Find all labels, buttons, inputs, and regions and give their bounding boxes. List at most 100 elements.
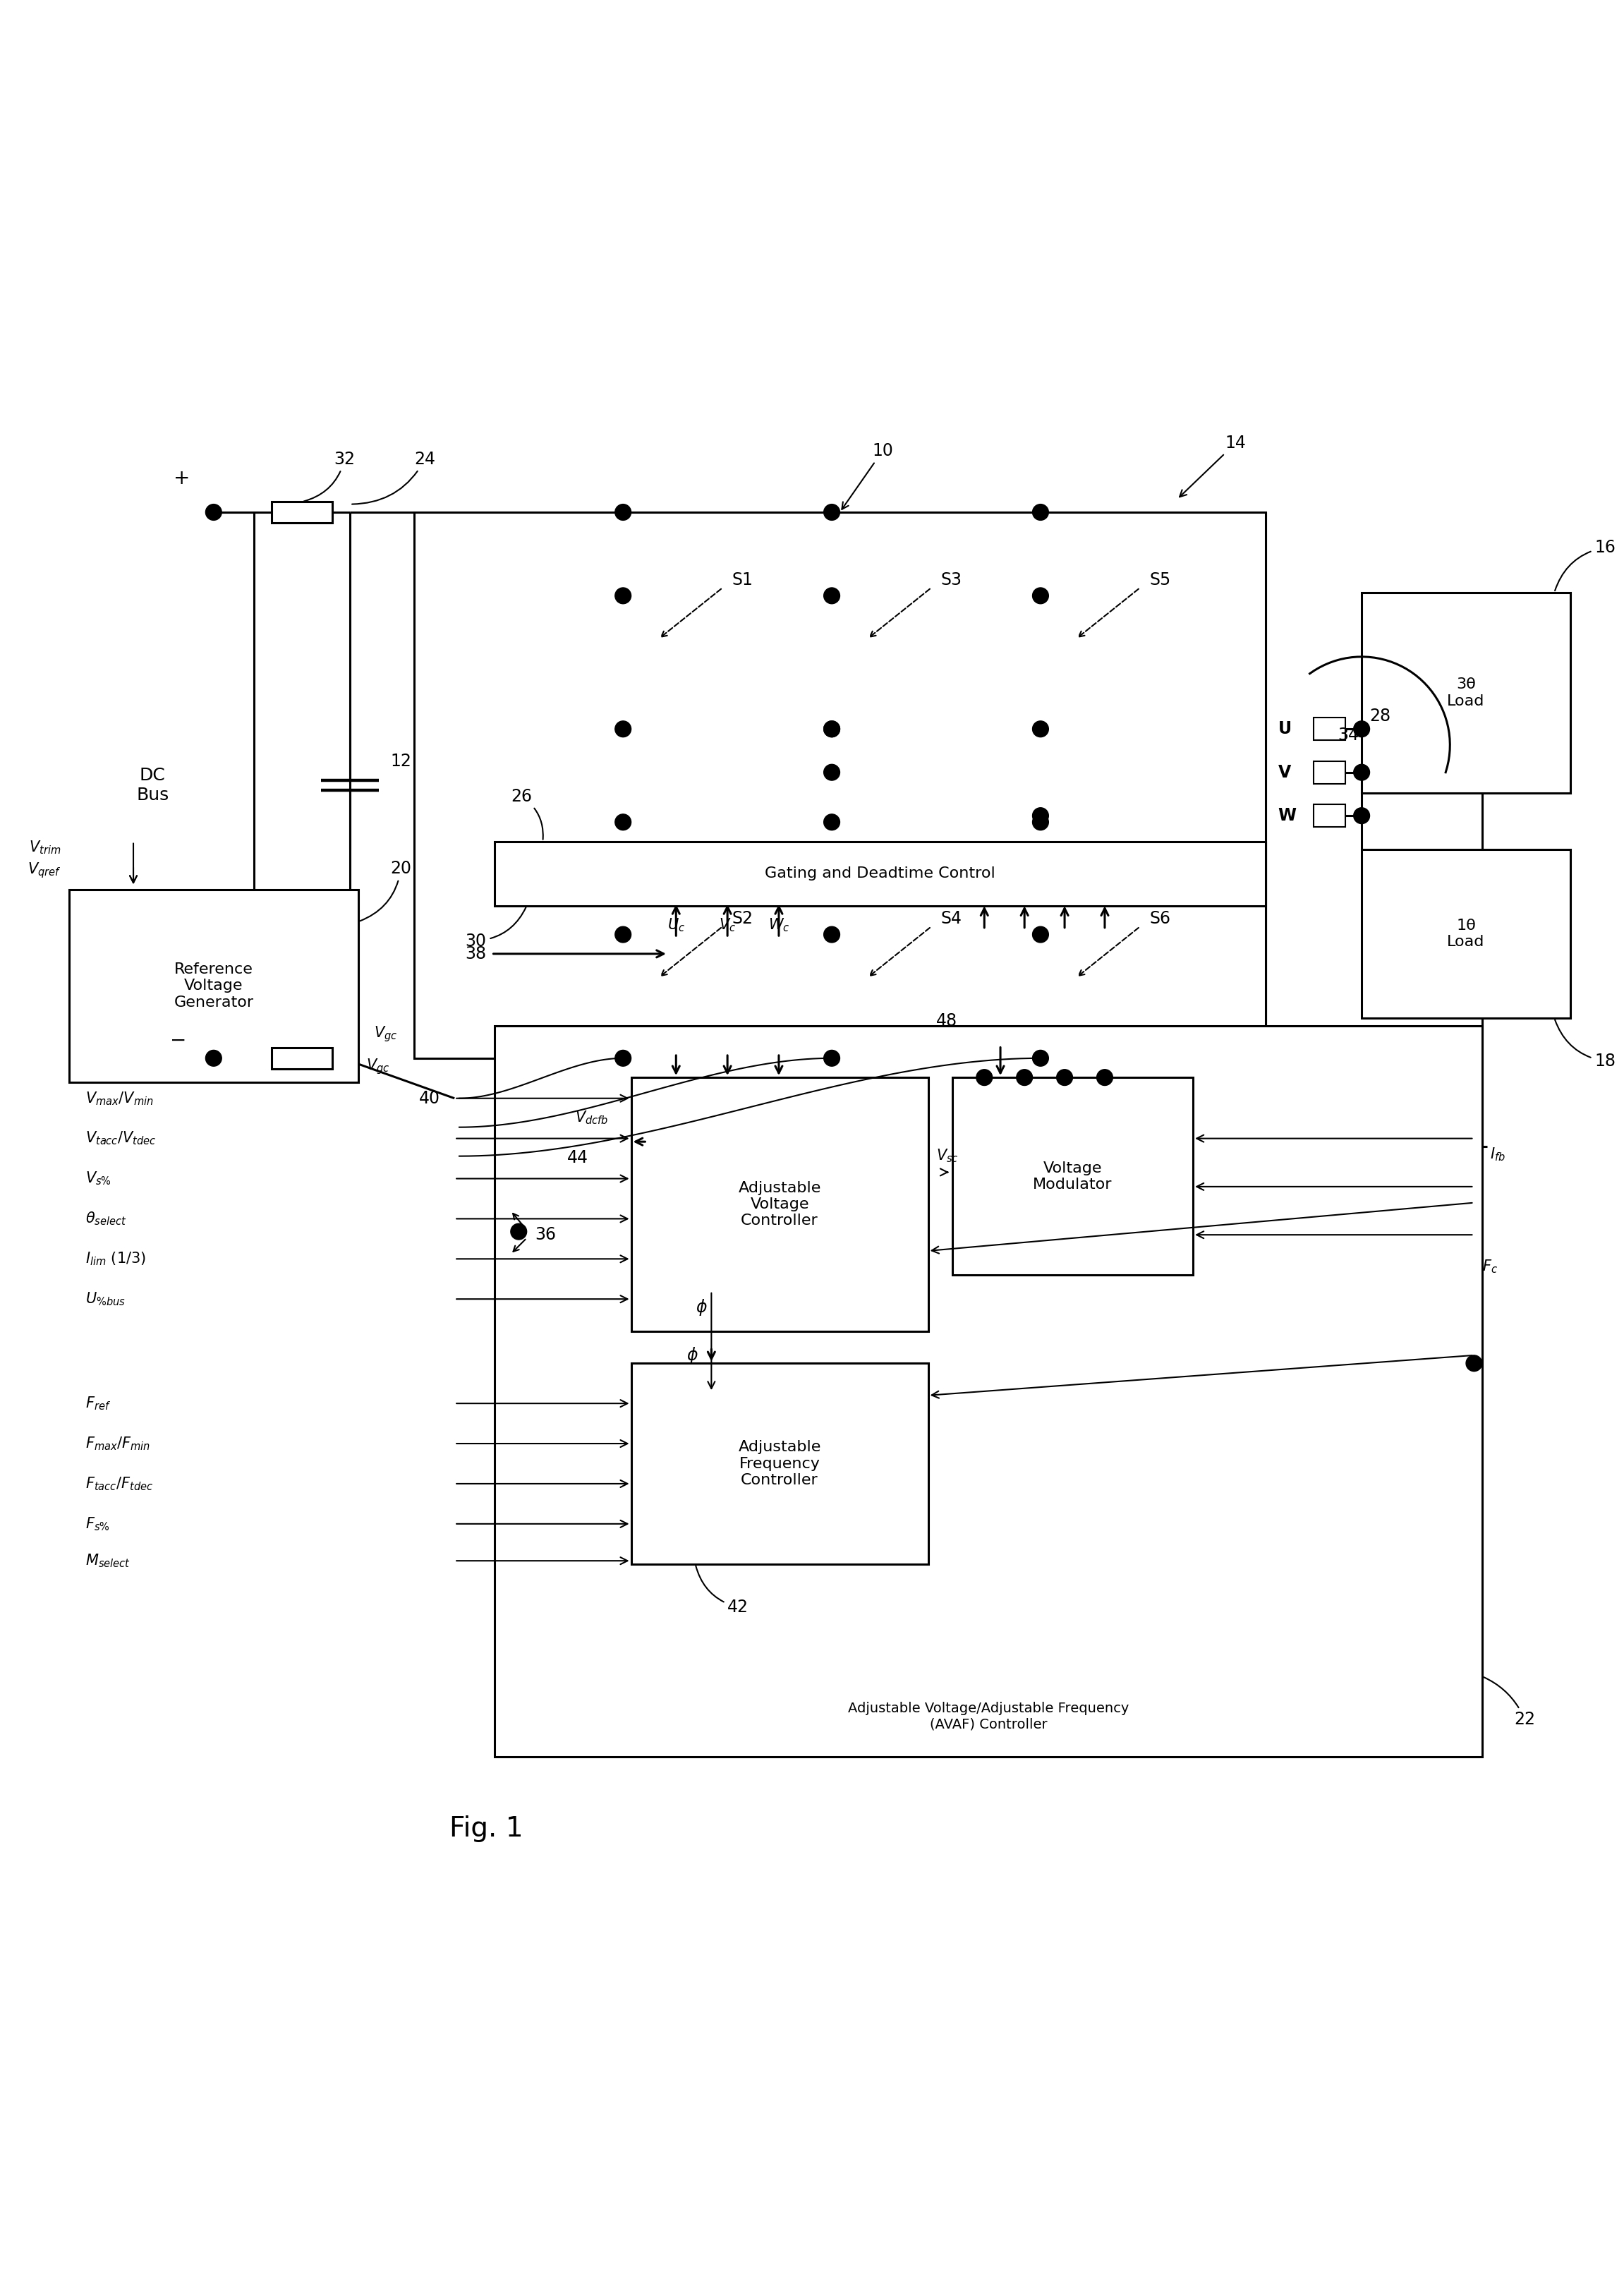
Circle shape: [615, 814, 632, 830]
Circle shape: [615, 504, 632, 521]
Circle shape: [206, 504, 221, 521]
Circle shape: [1033, 720, 1049, 736]
Text: $V_c$: $V_c$: [719, 917, 736, 933]
Text: $I_{fb}$: $I_{fb}$: [1491, 1146, 1505, 1163]
Text: $\theta_{select}$: $\theta_{select}$: [84, 1211, 127, 1227]
Bar: [495, 842, 1265, 906]
Bar: [1361, 592, 1570, 793]
Bar: [952, 1078, 1194, 1275]
Circle shape: [823, 814, 840, 830]
Text: $F_{max}/F_{min}$: $F_{max}/F_{min}$: [84, 1435, 149, 1451]
Text: $V_{gc}$: $V_{gc}$: [374, 1025, 398, 1043]
Bar: [815, 550, 1009, 1050]
Text: 22: 22: [1484, 1676, 1535, 1729]
Circle shape: [1354, 720, 1369, 736]
Text: 14: 14: [1179, 436, 1246, 498]
Text: Voltage
Modulator: Voltage Modulator: [1033, 1160, 1112, 1192]
Text: 38: 38: [466, 945, 487, 963]
Circle shape: [1033, 587, 1049, 603]
Text: 12: 12: [390, 752, 411, 770]
Circle shape: [1033, 1050, 1049, 1066]
Bar: [271, 1048, 333, 1069]
Circle shape: [1354, 764, 1369, 780]
Text: Adjustable
Voltage
Controller: Adjustable Voltage Controller: [739, 1181, 822, 1227]
Text: 24: 24: [352, 452, 435, 504]
Text: $V_{gc}$: $V_{gc}$: [365, 1057, 390, 1075]
Text: 36: 36: [534, 1227, 555, 1243]
Circle shape: [1096, 1069, 1112, 1085]
Text: $I_{lim}\ (1/3)$: $I_{lim}\ (1/3)$: [84, 1250, 146, 1268]
Text: S5: S5: [1150, 571, 1171, 587]
Text: U: U: [1278, 720, 1291, 738]
Bar: [271, 502, 333, 523]
Text: $\phi$: $\phi$: [695, 1298, 706, 1316]
Circle shape: [1466, 1355, 1483, 1371]
Text: $M_{select}$: $M_{select}$: [84, 1552, 130, 1568]
Text: S3: S3: [940, 571, 961, 587]
Text: DC
Bus: DC Bus: [136, 766, 169, 803]
Bar: [495, 1025, 1483, 1756]
Circle shape: [206, 1050, 221, 1066]
Bar: [414, 511, 1265, 1057]
Circle shape: [823, 720, 840, 736]
Circle shape: [615, 720, 632, 736]
Text: $F_{tacc}/F_{tdec}$: $F_{tacc}/F_{tdec}$: [84, 1474, 153, 1493]
Bar: [1314, 805, 1346, 828]
Text: $F_c$: $F_c$: [1483, 1259, 1497, 1275]
Text: 18: 18: [1554, 1020, 1616, 1071]
Circle shape: [976, 1069, 992, 1085]
Bar: [632, 1364, 929, 1564]
Text: Fig. 1: Fig. 1: [450, 1816, 523, 1841]
Bar: [607, 550, 799, 1050]
Bar: [1025, 550, 1216, 1050]
Circle shape: [1354, 807, 1369, 823]
Text: $V_{s\%}$: $V_{s\%}$: [84, 1169, 110, 1188]
Circle shape: [1033, 504, 1049, 521]
Circle shape: [823, 1050, 840, 1066]
Circle shape: [1033, 807, 1049, 823]
Circle shape: [823, 587, 840, 603]
Text: $V_{trim}$: $V_{trim}$: [29, 839, 62, 855]
Bar: [1361, 848, 1570, 1018]
Text: S6: S6: [1150, 910, 1171, 926]
Circle shape: [1017, 1069, 1033, 1085]
Text: Adjustable
Frequency
Controller: Adjustable Frequency Controller: [739, 1440, 822, 1488]
Circle shape: [1033, 814, 1049, 830]
Text: $V_{tacc}/V_{tdec}$: $V_{tacc}/V_{tdec}$: [84, 1130, 156, 1146]
Text: $V_{sc}$: $V_{sc}$: [935, 1149, 958, 1165]
Circle shape: [1057, 1069, 1072, 1085]
Text: Gating and Deadtime Control: Gating and Deadtime Control: [765, 867, 996, 881]
Text: 16: 16: [1554, 539, 1616, 592]
Text: V: V: [1278, 764, 1291, 782]
Text: 44: 44: [567, 1149, 588, 1167]
Text: 40: 40: [419, 1089, 440, 1108]
Bar: [632, 1078, 929, 1332]
Text: $F_{ref}$: $F_{ref}$: [84, 1394, 110, 1412]
Circle shape: [1033, 926, 1049, 942]
Circle shape: [510, 1224, 526, 1241]
Bar: [70, 890, 359, 1082]
Text: W: W: [1278, 807, 1296, 823]
Bar: [1314, 761, 1346, 784]
Text: 28: 28: [1369, 709, 1390, 725]
Circle shape: [615, 926, 632, 942]
Text: $\phi$: $\phi$: [687, 1346, 698, 1364]
Text: 10: 10: [841, 443, 893, 509]
Text: $V_{max}/V_{min}$: $V_{max}/V_{min}$: [84, 1089, 153, 1108]
Text: $U_{\%bus}$: $U_{\%bus}$: [84, 1291, 125, 1307]
Circle shape: [615, 1050, 632, 1066]
Circle shape: [615, 587, 632, 603]
Text: S1: S1: [732, 571, 754, 587]
Text: 34: 34: [1338, 727, 1359, 743]
Text: $V_{dcfb}$: $V_{dcfb}$: [575, 1110, 609, 1126]
Circle shape: [823, 764, 840, 780]
Bar: [1314, 718, 1346, 741]
Text: 42: 42: [695, 1566, 749, 1617]
Text: 1θ
Load: 1θ Load: [1447, 919, 1484, 949]
Text: 20: 20: [361, 860, 411, 922]
Text: $W_c$: $W_c$: [768, 917, 789, 933]
Text: −: −: [171, 1030, 187, 1050]
Text: 26: 26: [510, 789, 542, 839]
Text: S2: S2: [732, 910, 754, 926]
Circle shape: [823, 720, 840, 736]
